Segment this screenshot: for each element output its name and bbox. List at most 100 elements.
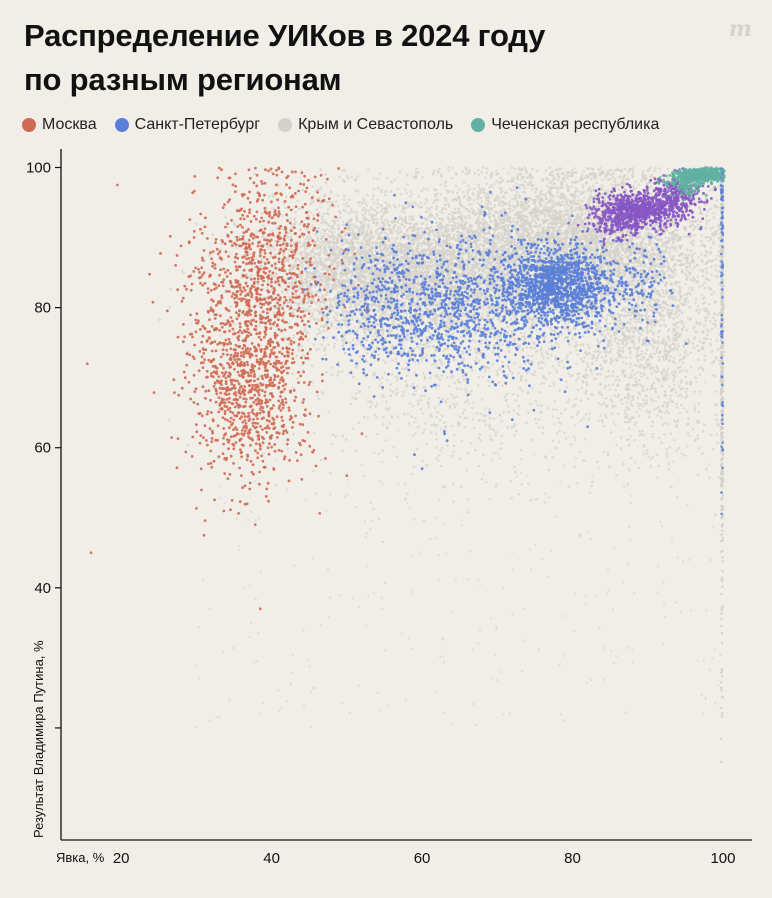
data-point-crimea <box>420 244 423 247</box>
data-point-crimea <box>388 224 392 227</box>
data-point-crimea <box>293 301 297 304</box>
data-point-crimea <box>448 217 451 221</box>
data-point-crimea <box>363 346 366 350</box>
data-point-crimea <box>530 354 534 358</box>
data-point-crimea <box>454 221 457 225</box>
data-point-crimea <box>363 313 366 317</box>
data-point-crimea <box>324 181 328 185</box>
data-point-crimea <box>289 248 293 251</box>
data-point-crimea <box>247 275 251 279</box>
data-point-crimea <box>384 201 387 204</box>
data-point-crimea <box>415 246 418 249</box>
data-point-crimea <box>400 210 404 213</box>
data-point-crimea <box>453 257 456 260</box>
data-point-crimea <box>317 256 321 259</box>
data-point-crimea <box>649 192 653 195</box>
data-point-crimea <box>336 204 340 208</box>
data-point-crimea <box>425 223 429 226</box>
data-point-crimea <box>411 226 414 229</box>
data-point-crimea <box>455 198 458 202</box>
data-point-crimea <box>364 201 367 205</box>
data-point-crimea <box>372 256 376 260</box>
data-point-crimea <box>482 308 485 311</box>
data-point-crimea <box>350 175 354 179</box>
data-point-crimea <box>389 264 392 267</box>
data-point-crimea <box>466 199 470 202</box>
data-point-crimea <box>502 301 506 305</box>
chart-title: Распределение УИКов в 2024 году по разны… <box>24 14 545 102</box>
data-point-crimea <box>393 219 396 223</box>
data-point-crimea <box>674 273 677 276</box>
data-point-crimea <box>379 188 383 191</box>
data-point-crimea <box>371 208 375 211</box>
data-point-crimea <box>563 327 567 330</box>
data-point-crimea <box>409 190 413 194</box>
data-point-crimea <box>405 192 408 195</box>
data-point-crimea <box>322 338 325 342</box>
data-point-crimea <box>411 270 414 273</box>
data-point-crimea <box>480 171 484 174</box>
data-point-crimea <box>424 297 427 300</box>
data-point-crimea <box>399 237 403 241</box>
data-point-crimea <box>412 242 416 245</box>
data-point-crimea <box>554 368 557 372</box>
data-point-crimea <box>422 248 426 251</box>
data-point-crimea <box>290 284 294 288</box>
data-point-crimea <box>382 345 385 349</box>
data-point-crimea <box>427 330 431 333</box>
data-point-crimea <box>430 205 434 209</box>
data-point-crimea <box>370 265 374 268</box>
data-point-crimea <box>396 221 400 224</box>
data-point-crimea <box>413 347 416 350</box>
data-point-crimea <box>560 359 564 363</box>
data-point-crimea <box>168 306 171 309</box>
data-point-crimea <box>454 184 458 188</box>
data-point-crimea <box>267 195 271 198</box>
data-point-crimea <box>431 172 435 176</box>
data-point-crimea <box>309 211 313 215</box>
data-point-crimea <box>486 247 489 250</box>
data-point-crimea <box>417 195 420 198</box>
legend-item-spb: Санкт-Петербург <box>114 116 260 134</box>
data-point-crimea <box>406 274 409 277</box>
data-point-crimea <box>555 371 559 374</box>
data-point-crimea <box>420 189 424 192</box>
data-point-crimea <box>322 329 325 333</box>
data-point-crimea <box>496 240 500 244</box>
data-point-crimea <box>396 187 400 190</box>
data-point-crimea <box>412 263 416 267</box>
data-point-crimea <box>325 278 328 282</box>
data-point-crimea <box>490 327 493 330</box>
data-point-crimea <box>302 307 305 310</box>
data-point-crimea <box>501 384 504 387</box>
data-point-crimea <box>287 301 290 305</box>
data-point-crimea <box>309 203 312 206</box>
data-point-crimea <box>257 283 260 287</box>
data-point-crimea <box>321 228 325 231</box>
data-point-crimea <box>288 231 291 235</box>
data-point-crimea <box>362 238 365 241</box>
data-point-crimea <box>433 217 437 220</box>
data-point-crimea <box>332 345 336 349</box>
data-point-crimea <box>380 191 383 194</box>
data-point-crimea <box>451 214 454 217</box>
data-point-crimea <box>232 322 236 326</box>
data-point-crimea <box>369 277 372 281</box>
data-point-crimea <box>462 306 465 309</box>
data-point-crimea <box>218 334 222 337</box>
data-point-crimea <box>637 183 640 186</box>
data-point-crimea <box>441 218 445 221</box>
data-point-crimea <box>333 260 337 264</box>
data-point-crimea <box>408 222 411 225</box>
data-point-crimea <box>432 362 436 366</box>
data-point-crimea <box>294 211 297 214</box>
data-point-crimea <box>427 233 431 237</box>
data-point-crimea <box>404 188 407 191</box>
legend-item-chechnya: Чеченская республика <box>471 116 659 134</box>
data-point-crimea <box>531 167 534 171</box>
data-point-crimea <box>494 276 498 280</box>
data-point-crimea <box>509 317 513 321</box>
data-point-crimea <box>530 323 533 326</box>
data-point-crimea <box>403 305 406 309</box>
data-point-crimea <box>401 223 404 226</box>
